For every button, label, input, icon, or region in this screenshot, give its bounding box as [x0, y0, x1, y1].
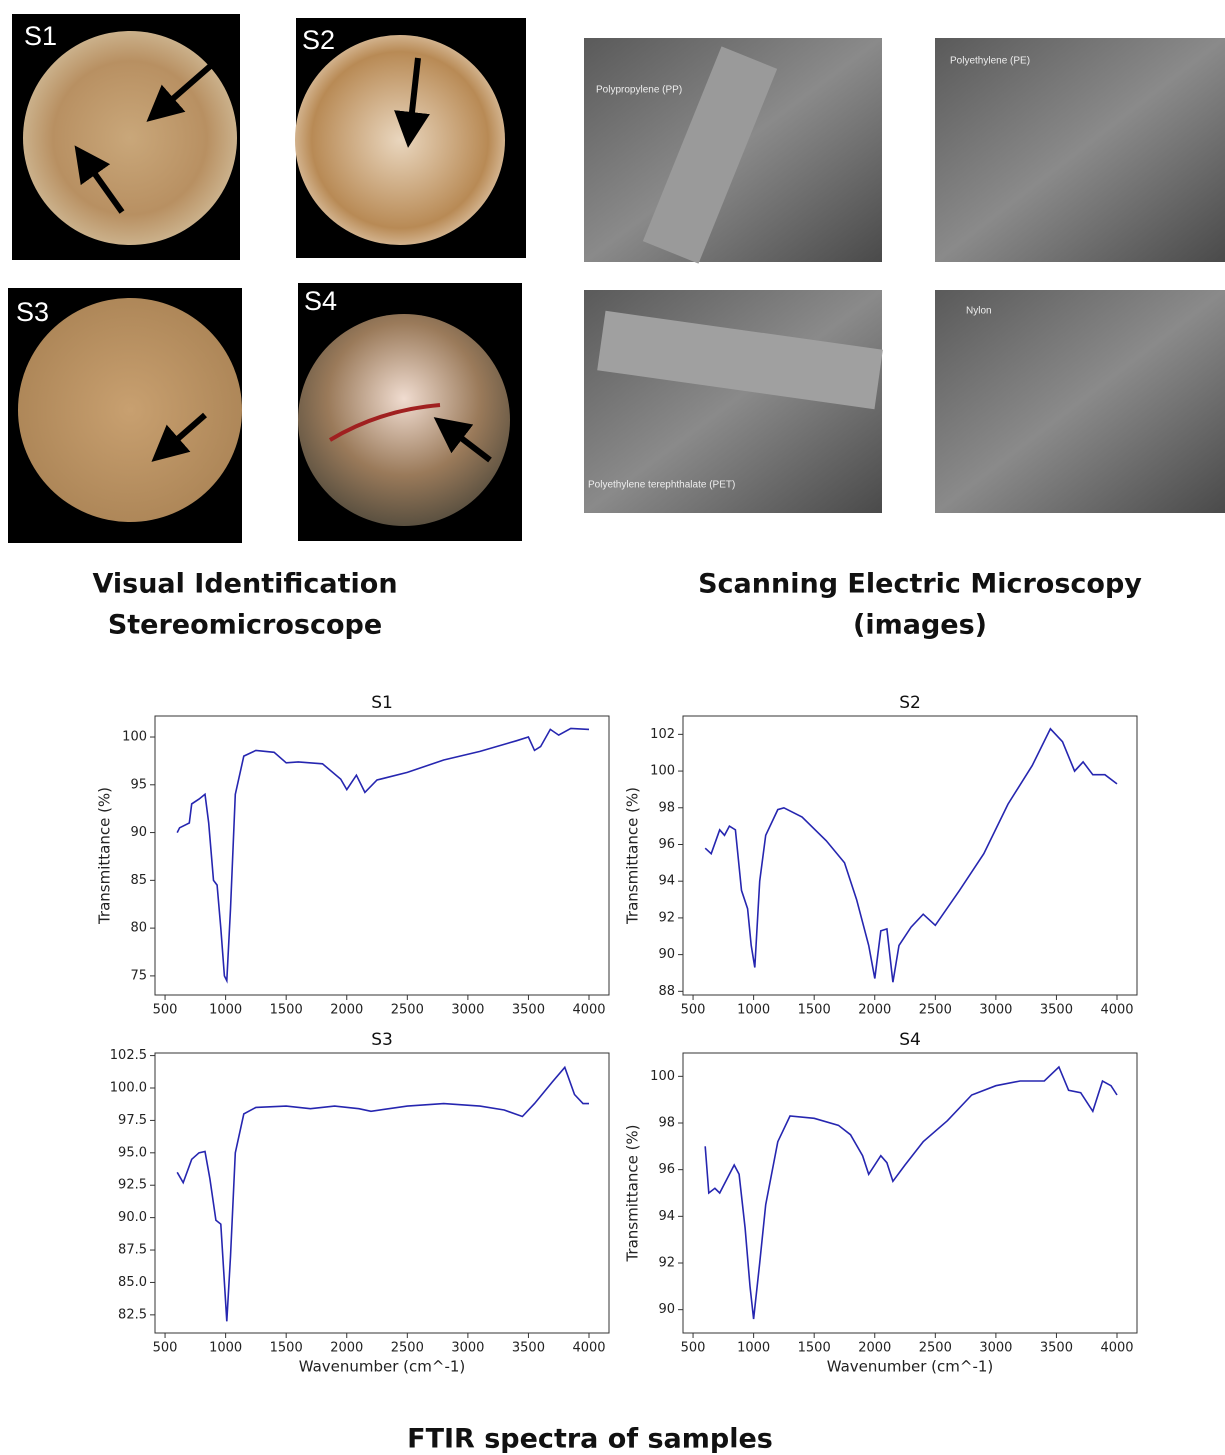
y-tick-label: 92: [658, 1256, 675, 1271]
figure-title: FTIR spectra of samples: [407, 1424, 773, 1455]
x-tick-label: 3000: [451, 1003, 484, 1018]
x-tick-label: 500: [681, 1003, 706, 1018]
x-tick-label: 3000: [451, 1341, 484, 1356]
x-tick-label: 4000: [1100, 1341, 1133, 1356]
x-tick-label: 1500: [270, 1341, 303, 1356]
x-tick-label: 1000: [209, 1003, 242, 1018]
caption: Stereomicroscope: [108, 610, 382, 641]
y-tick-label: 92.5: [118, 1178, 147, 1193]
y-tick-label: 85.0: [118, 1275, 147, 1290]
x-tick-label: 3500: [512, 1003, 545, 1018]
y-tick-label: 96: [658, 1162, 675, 1177]
sem-label: Polyethylene (PE): [950, 56, 1030, 67]
y-tick-label: 96: [658, 837, 675, 852]
x-tick-label: 2000: [330, 1003, 363, 1018]
photo-label: S2: [302, 25, 335, 55]
photo-label: S1: [24, 21, 57, 51]
x-tick-label: 1500: [798, 1341, 831, 1356]
y-tick-label: 92: [658, 910, 675, 925]
y-tick-label: 97.5: [118, 1113, 147, 1128]
caption: Visual Identification: [92, 569, 397, 600]
chart-title: S1: [371, 693, 393, 713]
x-tick-label: 2500: [919, 1341, 952, 1356]
sem-label: Nylon: [966, 306, 992, 317]
y-tick-label: 98: [658, 1116, 675, 1131]
y-tick-label: 100.0: [110, 1081, 147, 1096]
photo: [298, 314, 510, 526]
x-tick-label: 4000: [1100, 1003, 1133, 1018]
y-tick-label: 102: [650, 727, 675, 742]
x-tick-label: 3500: [1040, 1003, 1073, 1018]
photo: [295, 35, 505, 245]
sem-label: Polyethylene terephthalate (PET): [588, 480, 735, 491]
spectrum-line: [705, 1067, 1117, 1319]
sem-images: Polypropylene (PP) Polyethylene (PE) Pol…: [584, 38, 1225, 641]
sem-image: [935, 38, 1225, 262]
spectrum-line: [177, 728, 589, 980]
y-tick-label: 98: [658, 800, 675, 815]
y-axis-label: Transmittance (%): [624, 787, 642, 925]
x-tick-label: 2000: [858, 1003, 891, 1018]
x-tick-label: 4000: [572, 1003, 605, 1018]
x-tick-label: 1500: [270, 1003, 303, 1018]
y-tick-label: 80: [130, 921, 147, 936]
x-tick-label: 2500: [919, 1003, 952, 1018]
x-tick-label: 3500: [1040, 1341, 1073, 1356]
photo-label: S4: [304, 286, 337, 316]
x-tick-label: 2000: [330, 1341, 363, 1356]
x-tick-label: 3500: [512, 1341, 545, 1356]
x-tick-label: 3000: [979, 1341, 1012, 1356]
x-tick-label: 1000: [737, 1003, 770, 1018]
y-tick-label: 94: [658, 874, 675, 889]
sem-image: [935, 290, 1225, 513]
x-tick-label: 2500: [391, 1003, 424, 1018]
y-tick-label: 75: [130, 968, 147, 983]
y-tick-label: 95: [130, 777, 147, 792]
y-tick-label: 100: [122, 730, 147, 745]
photo-label: S3: [16, 297, 49, 327]
photo: [18, 298, 242, 522]
spectrum-line: [705, 729, 1117, 982]
sem-label: Polypropylene (PP): [596, 85, 682, 96]
x-tick-label: 500: [153, 1341, 178, 1356]
y-tick-label: 87.5: [118, 1243, 147, 1258]
y-tick-label: 82.5: [118, 1307, 147, 1322]
y-tick-label: 85: [130, 873, 147, 888]
y-axis-label: Transmittance (%): [624, 1124, 642, 1262]
y-tick-label: 90: [130, 825, 147, 840]
y-tick-label: 95.0: [118, 1145, 147, 1160]
x-tick-label: 1000: [209, 1341, 242, 1356]
chart-title: S2: [899, 693, 921, 713]
caption: Scanning Electric Microscopy: [698, 569, 1142, 600]
x-tick-label: 500: [153, 1003, 178, 1018]
x-tick-label: 500: [681, 1341, 706, 1356]
y-tick-label: 90: [658, 1302, 675, 1317]
y-tick-label: 90.0: [118, 1210, 147, 1225]
x-tick-label: 3000: [979, 1003, 1012, 1018]
chart-title: S4: [899, 1030, 921, 1050]
y-tick-label: 94: [658, 1209, 675, 1224]
y-tick-label: 90: [658, 947, 675, 962]
x-axis-label: Wavenumber (cm^-1): [299, 1358, 466, 1376]
page: S1 S2 S3 S4 Visual Identification Stereo…: [0, 0, 1225, 1455]
caption: (images): [853, 610, 987, 641]
y-tick-label: 100: [650, 1069, 675, 1084]
chart-title: S3: [371, 1030, 393, 1050]
x-tick-label: 1500: [798, 1003, 831, 1018]
photos: S1 S2 S3 S4 Visual Identification Stereo…: [8, 14, 526, 641]
y-tick-label: 102.5: [110, 1048, 147, 1063]
spectrum-line: [177, 1067, 589, 1321]
photo: [23, 31, 237, 245]
x-tick-label: 2000: [858, 1341, 891, 1356]
x-axis-label: Wavenumber (cm^-1): [827, 1358, 994, 1376]
x-tick-label: 4000: [572, 1341, 605, 1356]
y-axis-label: Transmittance (%): [96, 787, 114, 925]
y-tick-label: 88: [658, 984, 675, 999]
x-tick-label: 2500: [391, 1341, 424, 1356]
x-tick-label: 1000: [737, 1341, 770, 1356]
y-tick-label: 100: [650, 764, 675, 779]
